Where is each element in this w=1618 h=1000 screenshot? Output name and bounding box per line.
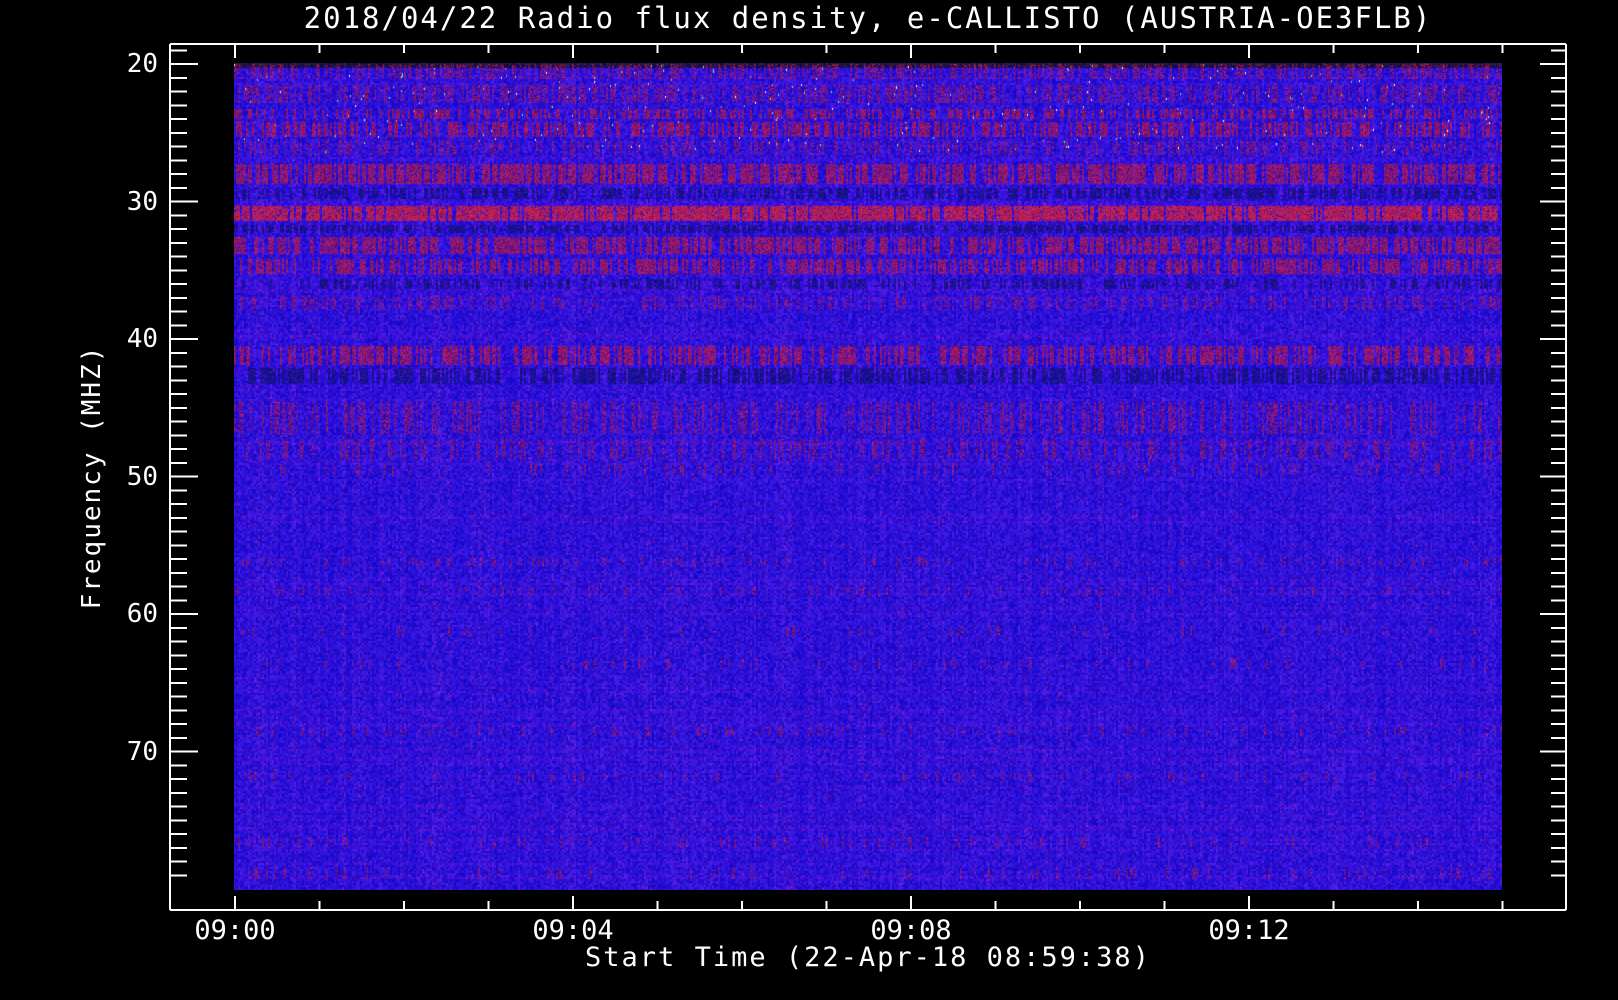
x-axis-label: Start Time (22-Apr-18 08:59:38) <box>585 942 1151 973</box>
spectrogram-image <box>234 63 1502 890</box>
x-tick-label: 09:08 <box>870 915 952 946</box>
x-tick-label: 09:12 <box>1208 915 1290 946</box>
y-tick-label: 60 <box>126 599 158 629</box>
axis-ticks <box>169 43 1567 911</box>
y-tick-label: 20 <box>126 49 158 79</box>
y-tick-label: 50 <box>126 461 158 492</box>
chart-title: 2018/04/22 Radio flux density, e-CALLIST… <box>303 1 1433 35</box>
y-tick-label: 30 <box>126 186 158 217</box>
y-tick-label: 40 <box>126 324 158 354</box>
x-tick-label: 09:00 <box>194 915 276 946</box>
y-tick-label: 70 <box>126 736 158 767</box>
x-tick-label: 09:04 <box>532 915 614 946</box>
